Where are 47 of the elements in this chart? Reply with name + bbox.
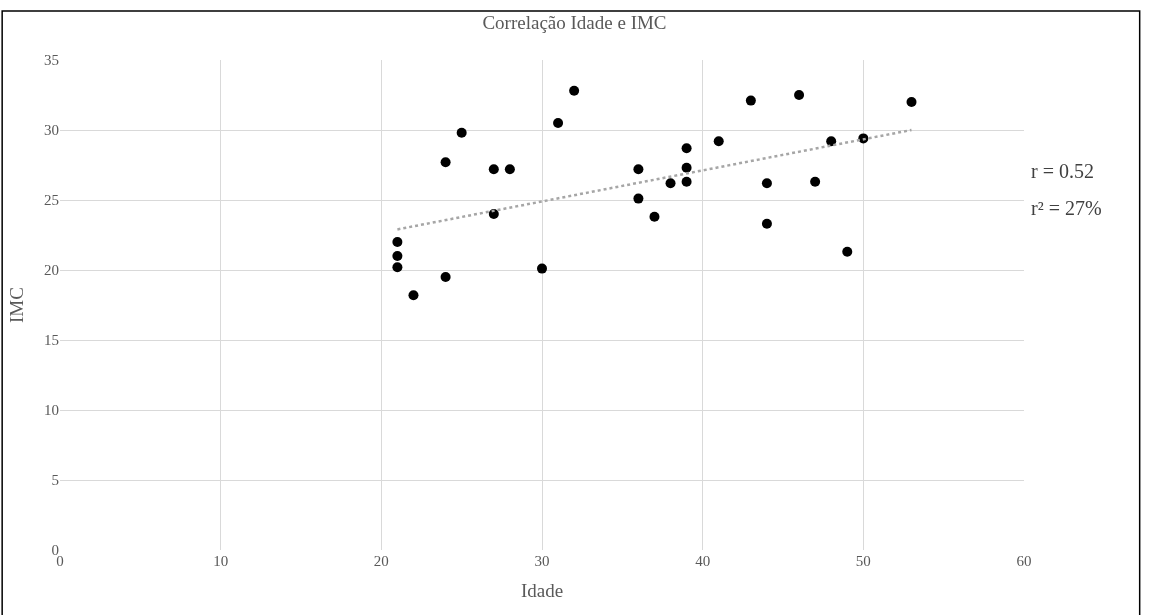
x-tick-label: 20 bbox=[373, 553, 389, 569]
point bbox=[906, 97, 917, 107]
x-tick-label: 60 bbox=[1016, 553, 1032, 569]
point bbox=[681, 162, 692, 173]
point bbox=[392, 251, 403, 261]
y-tick-label: 35 bbox=[44, 52, 59, 69]
x-tick-label: 30 bbox=[534, 553, 550, 569]
point bbox=[408, 290, 419, 301]
point bbox=[392, 262, 403, 273]
point bbox=[456, 127, 467, 138]
point bbox=[553, 118, 564, 128]
point bbox=[488, 164, 499, 175]
x-axis-title: Idade bbox=[520, 579, 564, 601]
point bbox=[665, 178, 676, 189]
point bbox=[810, 176, 821, 187]
point bbox=[440, 272, 451, 282]
y-tick-label: 5 bbox=[51, 472, 59, 489]
text: r = 0.52 bbox=[1031, 160, 1094, 182]
point bbox=[826, 136, 837, 147]
x-tick-label: 50 bbox=[855, 553, 871, 569]
y-tick-label: 10 bbox=[44, 402, 59, 419]
point bbox=[681, 143, 692, 154]
y-tick-label: 20 bbox=[44, 262, 59, 279]
point bbox=[761, 178, 772, 189]
point bbox=[794, 90, 805, 100]
point bbox=[537, 263, 547, 274]
chart-title: Correlação Idade e IMC bbox=[482, 11, 667, 33]
point bbox=[842, 246, 853, 257]
point bbox=[745, 95, 756, 106]
y-tick-label: 30 bbox=[44, 122, 59, 139]
text: r² = 27% bbox=[1031, 197, 1102, 219]
y-axis-title: IMC bbox=[5, 287, 27, 323]
point bbox=[633, 164, 644, 175]
point bbox=[488, 209, 499, 219]
point bbox=[633, 193, 644, 204]
point bbox=[713, 136, 724, 147]
point bbox=[569, 85, 580, 96]
x-tick-label: 40 bbox=[695, 553, 711, 569]
x-tick-label: 10 bbox=[213, 553, 229, 569]
point bbox=[440, 157, 451, 168]
point bbox=[649, 211, 660, 222]
point bbox=[761, 218, 772, 229]
point bbox=[681, 176, 692, 187]
point bbox=[392, 237, 403, 247]
point bbox=[504, 164, 515, 175]
y-tick-label: 25 bbox=[44, 192, 59, 209]
y-tick-label: 15 bbox=[44, 332, 59, 349]
